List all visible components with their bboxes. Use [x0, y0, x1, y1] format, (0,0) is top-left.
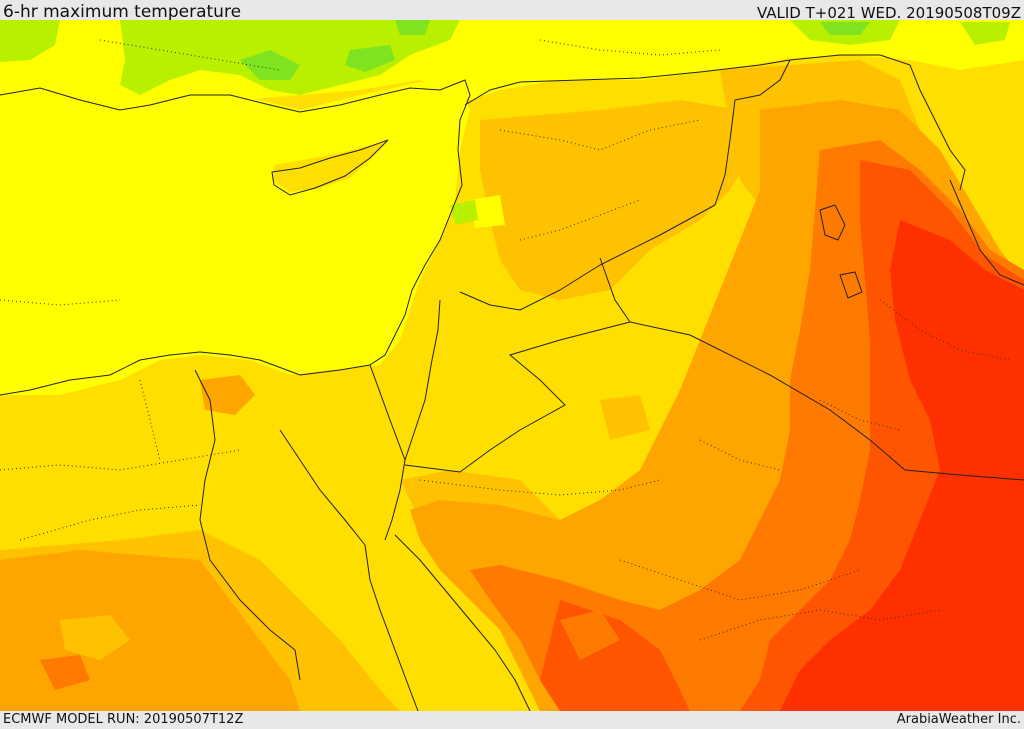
- map-title: 6-hr maximum temperature: [3, 2, 242, 22]
- field-patch-6: [600, 395, 650, 440]
- field-cyprus: [272, 142, 385, 192]
- field-patch-3: [500, 435, 535, 465]
- dotted-13: [819, 399, 901, 431]
- field-green-north: [120, 20, 460, 95]
- temperature-field: [0, 20, 1024, 711]
- dotted-2: [519, 199, 641, 241]
- border-syria-iraq: [714, 59, 791, 206]
- coast-lake-2: [839, 271, 863, 299]
- field-patch-1: [200, 375, 255, 415]
- dotted-8: [19, 504, 201, 541]
- coast-red-sea-west: [364, 544, 419, 711]
- field-green-ne-3: [960, 22, 1010, 45]
- credit-label: ArabiaWeather Inc.: [896, 712, 1021, 727]
- border-syria-jordan: [459, 204, 716, 311]
- dotted-14: [699, 439, 781, 471]
- internal-boundaries: [0, 39, 1011, 641]
- field-green-north-3: [345, 45, 395, 72]
- dotted-9: [139, 379, 161, 461]
- border-turkey-syria: [464, 54, 911, 106]
- field-green-ne-2: [820, 22, 870, 35]
- coast-lake-1: [819, 204, 846, 241]
- coast-levant: [369, 119, 463, 366]
- coast-red-sea-east: [394, 534, 531, 711]
- field-green-west: [0, 20, 60, 62]
- dotted-4: [619, 559, 861, 601]
- field-red: [780, 220, 1024, 711]
- dotted-10: [0, 299, 121, 306]
- coast-gulf-suez: [279, 429, 366, 546]
- border-iraq-iran: [909, 64, 966, 191]
- coast-egypt: [0, 351, 371, 396]
- border-israel-jordan: [404, 299, 441, 461]
- model-run: ECMWF MODEL RUN: 20190507T12Z: [3, 712, 244, 727]
- field-patch-5: [450, 200, 478, 225]
- border-jordan-saudi: [404, 321, 631, 473]
- coast-cyprus: [271, 139, 389, 196]
- field-patch-7: [560, 610, 620, 660]
- field-patch-8: [40, 655, 90, 690]
- map-header: 6-hr maximum temperature VALID T+021 WED…: [0, 0, 1024, 22]
- field-patch-4: [470, 195, 505, 228]
- map-footer: ECMWF MODEL RUN: 20190507T12Z ArabiaWeat…: [0, 711, 1024, 729]
- temperature-map: [0, 20, 1024, 711]
- valid-time: VALID T+021 WED. 20190508T09Z: [756, 4, 1021, 22]
- dotted-7: [0, 449, 241, 471]
- field-green-north-4: [395, 20, 430, 35]
- field-green-north-2: [240, 50, 300, 80]
- coast-persian-gulf: [949, 179, 1024, 286]
- field-light-orange-1: [480, 100, 760, 300]
- coast-gulf-aqaba: [384, 459, 406, 541]
- borders: [369, 54, 1024, 481]
- dotted-6: [879, 299, 1011, 361]
- dotted-3: [419, 479, 661, 496]
- field-patch-2: [60, 615, 130, 660]
- coastlines: [0, 79, 1024, 711]
- border-iraq-saudi: [629, 321, 1024, 481]
- border-israel: [369, 364, 406, 461]
- dotted-1: [499, 119, 701, 151]
- dotted-11: [99, 39, 281, 71]
- coast-nile: [194, 369, 301, 681]
- coast-turkey: [0, 79, 471, 121]
- dotted-5: [699, 609, 941, 641]
- border-jordan-iraq: [599, 257, 631, 323]
